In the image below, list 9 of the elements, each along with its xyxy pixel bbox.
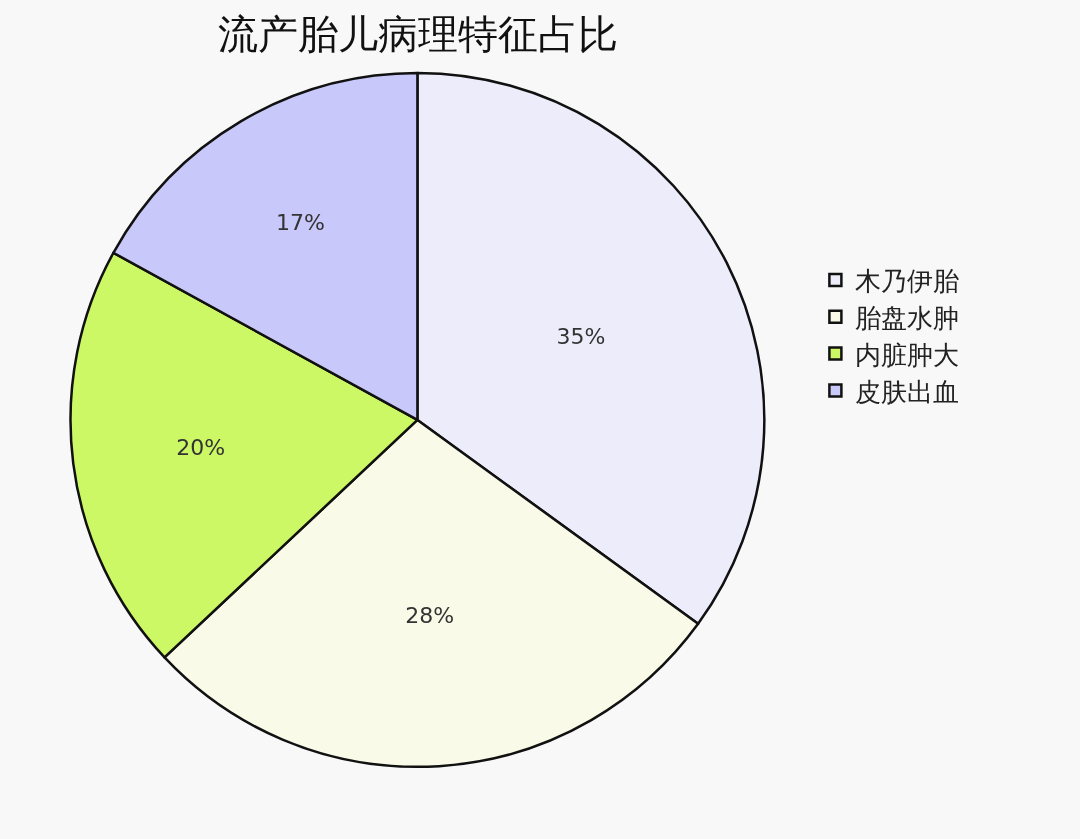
legend-label: 胎盘水肿 [855,302,960,333]
legend-label: 内脏肿大 [855,339,960,370]
legend-label: 皮肤出血 [855,376,960,407]
data-label: 28% [405,602,455,628]
chart-title: 流产胎儿病理特征占比 [217,10,618,57]
data-label: 17% [275,209,325,235]
legend-label: 木乃伊胎 [855,266,960,297]
data-label: 35% [556,324,606,350]
data-label: 20% [176,434,226,460]
